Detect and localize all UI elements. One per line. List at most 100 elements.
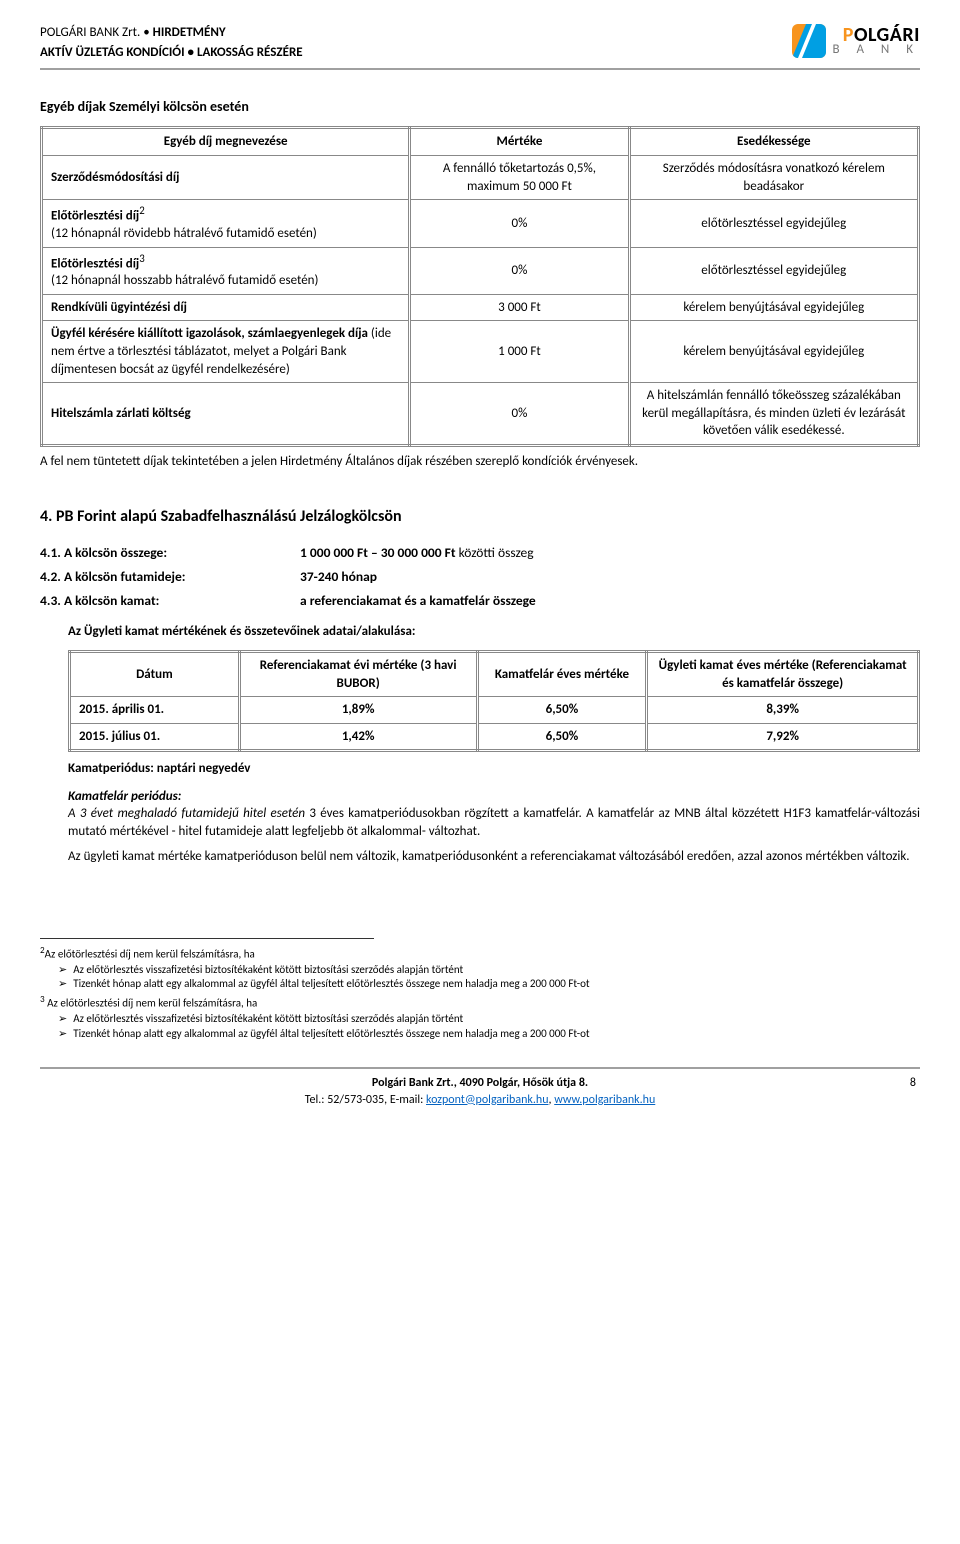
kv-value-rest: közötti összeg: [456, 544, 534, 561]
fee-name: Ügyfél kérésére kiállított igazolások, s…: [42, 321, 410, 383]
section-title-fees: Egyéb díjak Személyi kölcsön esetén: [40, 98, 920, 117]
subtitle-left: AKTÍV ÜZLETÁG KONDÍCIÓI: [40, 45, 185, 60]
rates-title: Az Ügyleti kamat mértékének és összetevő…: [68, 623, 920, 641]
fee-name-bold: Ügyfél kérésére kiállított igazolások, s…: [51, 326, 368, 341]
fee-name-bold: Előtörlesztési díj: [51, 208, 139, 223]
footnotes: 2Az előtörlesztési díj nem kerül felszám…: [40, 938, 374, 1041]
page-number: 8: [910, 1075, 916, 1091]
footnote-ref: 3: [139, 252, 145, 265]
table-row: 2015. július 01. 1,42% 6,50% 7,92%: [70, 723, 919, 751]
table-row: Előtörlesztési díj3 (12 hónapnál hosszab…: [42, 247, 919, 294]
fee-name-bold: Előtörlesztési díj: [51, 256, 139, 271]
fee-name: Hitelszámla zárlati költség: [42, 383, 410, 446]
logo-sub: B A N K: [832, 44, 920, 56]
table-row: Hitelszámla zárlati költség 0% A hitelsz…: [42, 383, 919, 446]
section-heading-loan: 4. PB Forint alapú Szabadfelhasználású J…: [40, 506, 920, 528]
felar-para1-italic: A 3 évet meghaladó futamidejű hitel eset…: [68, 806, 305, 821]
th-due: Esedékessége: [629, 128, 918, 156]
footnote-num: 3: [40, 994, 45, 1005]
rates-table: Dátum Referenciakamat évi mértéke (3 hav…: [68, 650, 920, 752]
fee-due: előtörlesztéssel egyidejűleg: [629, 247, 918, 294]
fee-name: Rendkívüli ügyintézési díj: [42, 294, 410, 321]
fee-amount: 0%: [410, 247, 629, 294]
kv-value: a referenciakamat és a kamatfelár összeg…: [300, 592, 536, 610]
fee-name: Előtörlesztési díj3 (12 hónapnál hosszab…: [42, 247, 410, 294]
footer-tel: Tel.: 52/573-035, E-mail:: [305, 1093, 426, 1107]
footnote-sub-text: Az előtörlesztés visszafizetési biztosít…: [73, 963, 463, 978]
kv-label: 4.1. A kölcsön összege:: [40, 544, 300, 562]
th-date: Dátum: [70, 652, 240, 697]
header-line2: AKTÍV ÜZLETÁG KONDÍCIÓI • LAKOSSÁG RÉSZÉ…: [40, 44, 303, 62]
fees-note: A fel nem tüntetett díjak tekintetében a…: [40, 453, 920, 471]
fee-amount: 1 000 Ft: [410, 321, 629, 383]
fee-name-rest: (12 hónapnál hosszabb hátralévő futamidő…: [51, 273, 318, 288]
table-row: Rendkívüli ügyintézési díj 3 000 Ft kére…: [42, 294, 919, 321]
kv-row: 4.3. A kölcsön kamat: a referenciakamat …: [40, 592, 920, 610]
kv-row: 4.1. A kölcsön összege: 1 000 000 Ft – 3…: [40, 544, 920, 562]
kv-row: 4.2. A kölcsön futamideje: 37-240 hónap: [40, 568, 920, 586]
fee-due: A hitelszámlán fennálló tőkeösszeg száza…: [629, 383, 918, 446]
kv-value: 37-240 hónap: [300, 568, 377, 586]
footer-url-link[interactable]: www.polgaribank.hu: [554, 1093, 655, 1107]
arrow-icon: ➢: [58, 963, 67, 978]
rate-date: 2015. április 01.: [70, 697, 240, 724]
arrow-icon: ➢: [58, 1027, 67, 1042]
footnote-lead: Az előtörlesztési díj nem kerül felszámí…: [47, 997, 257, 1010]
doc-type: HIRDETMÉNY: [153, 25, 226, 40]
table-row: Ügyfél kérésére kiállított igazolások, s…: [42, 321, 919, 383]
fee-name: Szerződésmódosítási díj: [42, 155, 410, 199]
footnote-lead: Az előtörlesztési díj nem kerül felszámí…: [45, 948, 255, 961]
th-name: Egyéb díj megnevezése: [42, 128, 410, 156]
header-text: POLGÁRI BANK Zrt. • HIRDETMÉNY AKTÍV ÜZL…: [40, 24, 303, 61]
th-amount: Mértéke: [410, 128, 629, 156]
th-ref-rate: Referenciakamat évi mértéke (3 havi BUBO…: [239, 652, 477, 697]
logo-text: POLGÁRI B A N K: [832, 26, 920, 56]
fee-due: előtörlesztéssel egyidejűleg: [629, 200, 918, 247]
subtitle-right: LAKOSSÁG RÉSZÉRE: [197, 45, 303, 60]
table-row: Szerződésmódosítási díj A fennálló tőket…: [42, 155, 919, 199]
fee-due: Szerződés módosításra vonatkozó kérelem …: [629, 155, 918, 199]
rate-total: 7,92%: [647, 723, 919, 751]
footer-line1: Polgári Bank Zrt., 4090 Polgár, Hősök út…: [40, 1075, 920, 1091]
kv-value-bold: 37-240 hónap: [300, 568, 377, 585]
footnote-ref: 2: [139, 204, 145, 217]
fee-amount: 0%: [410, 200, 629, 247]
logo-mark-icon: [792, 24, 826, 58]
rate-margin: 6,50%: [477, 723, 647, 751]
fee-due: kérelem benyújtásával egyidejűleg: [629, 294, 918, 321]
page-header: POLGÁRI BANK Zrt. • HIRDETMÉNY AKTÍV ÜZL…: [40, 24, 920, 70]
th-total-rate: Ügyleti kamat éves mértéke (Referenciaka…: [647, 652, 919, 697]
bullet: •: [188, 45, 197, 60]
header-line1: POLGÁRI BANK Zrt. • HIRDETMÉNY: [40, 24, 303, 42]
arrow-icon: ➢: [58, 1012, 67, 1027]
rate-total: 8,39%: [647, 697, 919, 724]
footer-line2: Tel.: 52/573-035, E-mail: kozpont@polgar…: [40, 1092, 920, 1108]
fee-name: Előtörlesztési díj2 (12 hónapnál rövideb…: [42, 200, 410, 247]
fee-amount: A fennálló tőketartozás 0,5%, maximum 50…: [410, 155, 629, 199]
footnote-sub: ➢ Az előtörlesztés visszafizetési biztosí…: [58, 963, 926, 978]
table-header-row: Egyéb díj megnevezése Mértéke Esedékessé…: [42, 128, 919, 156]
footnote-sub: ➢ Az előtörlesztés visszafizetési biztosí…: [58, 1012, 926, 1027]
arrow-icon: ➢: [58, 977, 67, 992]
fee-amount: 0%: [410, 383, 629, 446]
logo: POLGÁRI B A N K: [792, 24, 920, 64]
felar-para1: A 3 évet meghaladó futamidejű hitel eset…: [68, 805, 920, 840]
kv-value-bold: a referenciakamat és a kamatfelár összeg…: [300, 592, 536, 609]
footnote-sub-text: Tizenkét hónap alatt egy alkalommal az ü…: [73, 977, 589, 992]
table-header-row: Dátum Referenciakamat évi mértéke (3 hav…: [70, 652, 919, 697]
kv-label: 4.2. A kölcsön futamideje:: [40, 568, 300, 586]
fee-name-rest: (12 hónapnál rövidebb hátralévő futamidő…: [51, 226, 317, 241]
kv-value-bold: 1 000 000 Ft – 30 000 000 Ft: [300, 544, 456, 561]
kv-value: 1 000 000 Ft – 30 000 000 Ft közötti öss…: [300, 544, 534, 562]
period-label: Kamatperiódus: naptári negyedév: [68, 760, 920, 778]
footnote-sub-text: Az előtörlesztés visszafizetési biztosít…: [73, 1012, 463, 1027]
rate-date: 2015. július 01.: [70, 723, 240, 751]
felar-label: Kamatfelár periódus:: [68, 788, 920, 806]
th-margin: Kamatfelár éves mértéke: [477, 652, 647, 697]
company-name: POLGÁRI BANK Zrt.: [40, 25, 140, 40]
footnote-item: 3 Az előtörlesztési díj nem kerül felszá…: [40, 994, 926, 1041]
footnote-sub: ➢ Tizenkét hónap alatt egy alkalommal az …: [58, 977, 926, 992]
footer-email-link[interactable]: kozpont@polgaribank.hu: [426, 1093, 548, 1107]
fee-amount: 3 000 Ft: [410, 294, 629, 321]
bullet: •: [143, 25, 152, 40]
